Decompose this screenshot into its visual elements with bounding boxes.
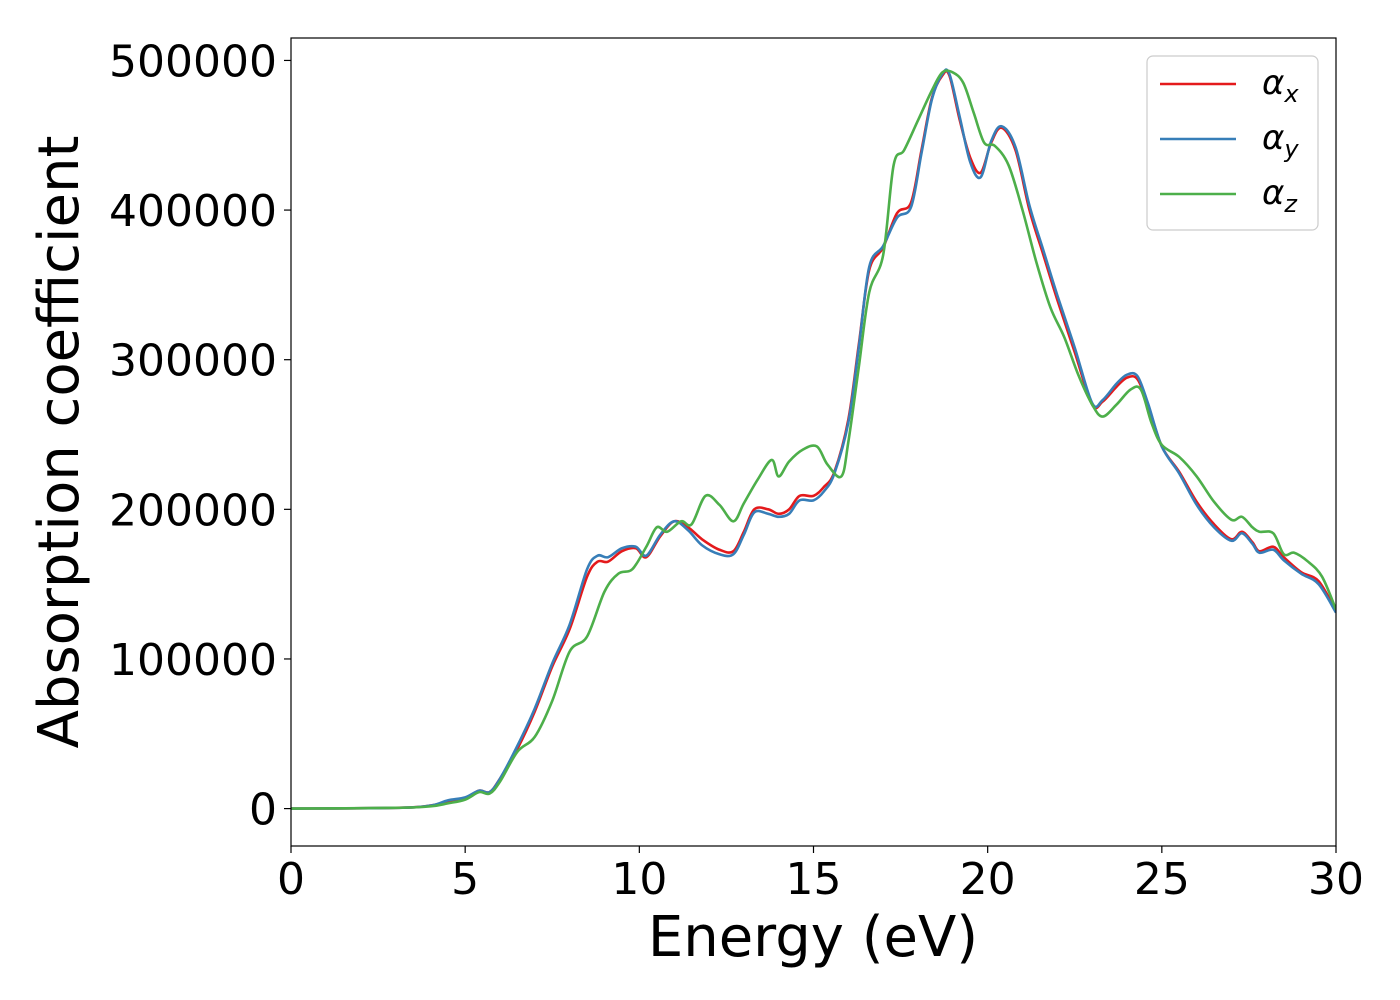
series-line-alpha-z [291, 69, 1336, 810]
x-tick-label: 20 [960, 854, 1016, 905]
y-tick-label: 100000 [109, 635, 277, 686]
x-tick-label: 30 [1308, 854, 1364, 905]
y-tick-label: 0 [249, 785, 277, 836]
y-tick-label: 200000 [109, 485, 277, 536]
x-tick-label: 25 [1134, 854, 1190, 905]
x-axis-title: Energy (eV) [648, 905, 978, 970]
x-tick-label: 10 [611, 854, 667, 905]
x-tick-label: 5 [451, 854, 479, 905]
y-axis: 0 100000 200000 300000 400000 500000 [109, 36, 291, 836]
legend: αx αy αz [1146, 55, 1319, 231]
x-tick-label: 15 [786, 854, 842, 905]
y-tick-label: 500000 [109, 36, 277, 87]
legend-label-alpha-x: αx [1262, 63, 1299, 108]
y-tick-label: 300000 [109, 336, 277, 387]
x-axis: 0 5 10 15 20 25 30 [277, 846, 1364, 905]
legend-label-alpha-y: αy [1262, 118, 1299, 163]
legend-label-alpha-z: αz [1262, 173, 1298, 218]
legend-box [1146, 55, 1319, 231]
series-layer [291, 68, 1336, 810]
y-tick-label: 400000 [109, 186, 277, 237]
x-tick-label: 0 [277, 854, 305, 905]
y-axis-title: Absorption coefficient [27, 136, 92, 749]
